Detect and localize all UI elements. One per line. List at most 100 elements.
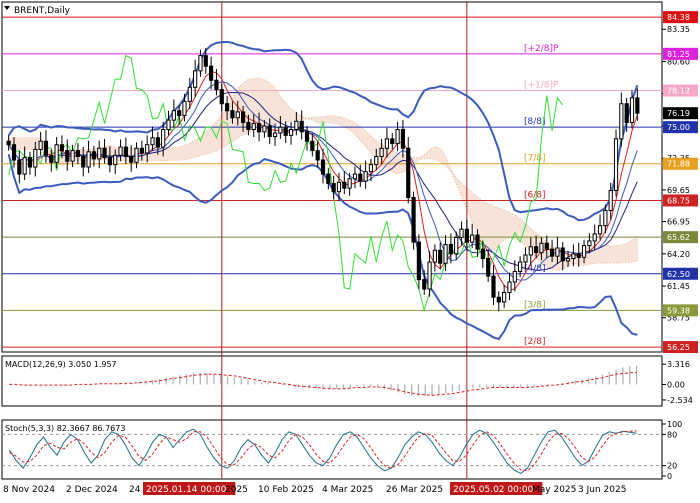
candle-body — [75, 150, 81, 157]
candle-body — [283, 126, 288, 136]
candle-body — [597, 225, 603, 235]
x-axis-label: 2 Dec 2024 — [66, 485, 118, 495]
candle-body — [6, 140, 11, 146]
symbol-dropdown-icon[interactable] — [4, 6, 10, 10]
candle-body — [17, 159, 22, 175]
candle-body — [523, 254, 528, 263]
candle-body — [320, 159, 326, 175]
candle-body — [491, 275, 496, 298]
price-axis-tick-label: 80.60 — [667, 57, 690, 66]
price-level-tag — [663, 231, 698, 244]
x-axis-label: 24 — [129, 485, 141, 495]
ichimoku-lagging-line — [8, 54, 564, 312]
candle-body — [549, 248, 555, 257]
candle-body — [368, 164, 374, 173]
candle-body — [422, 279, 427, 290]
candle-body — [518, 261, 523, 272]
price-level-tag — [663, 11, 698, 24]
candle-body — [416, 241, 421, 281]
stoch-axis-tick-label: 20 — [667, 462, 677, 471]
candle-body — [193, 70, 198, 88]
macd-axis-tick-label: 0.00 — [667, 380, 685, 389]
price-panel-frame — [1, 1, 663, 353]
candle-body — [571, 253, 576, 260]
candle-body — [560, 247, 565, 262]
x-axis-label: 2025 — [225, 485, 248, 495]
x-axis-date-tag-label: 2025.05.02 00:00 — [453, 485, 534, 495]
murrey-level-label: [3/8] — [524, 300, 546, 310]
price-level-tag-label: 78.12 — [667, 87, 690, 96]
candle-body — [70, 150, 75, 162]
candle-body — [214, 79, 219, 91]
candle-body — [155, 137, 160, 148]
candle-body — [379, 147, 384, 157]
candle-body — [272, 132, 278, 138]
price-level-tag — [663, 267, 698, 280]
candle-body — [592, 233, 597, 242]
macd-axis-tick-label: 3.316 — [667, 360, 690, 369]
candle-body — [565, 258, 571, 262]
candle-body — [411, 197, 416, 243]
x-axis-label: 4 Mar 2025 — [322, 485, 373, 495]
candle-body — [315, 150, 320, 161]
candle-body — [139, 147, 144, 154]
candle-body — [113, 154, 118, 166]
candle-body — [299, 120, 304, 133]
candle-body — [480, 248, 485, 260]
candle-body — [107, 157, 112, 166]
candle-body — [374, 155, 379, 166]
candle-body — [38, 140, 43, 150]
x-axis-label: 26 Mar 2025 — [386, 485, 443, 495]
candle-body — [438, 249, 443, 264]
stoch-k-line — [8, 428, 637, 474]
candle-body — [475, 234, 480, 250]
candle-body — [507, 281, 512, 294]
price-axis-tick-label: 83.35 — [667, 25, 690, 34]
candle-body — [496, 296, 501, 303]
macd-axis-tick-label: -2.534 — [667, 396, 693, 405]
x-axis-label: 10 Feb 2025 — [258, 485, 314, 495]
price-axis-tick-label: 69.65 — [667, 186, 690, 195]
candle-body — [97, 147, 102, 160]
price-level-tag-label: 56.25 — [667, 343, 690, 352]
candle-body — [49, 154, 54, 163]
candle-body — [145, 144, 150, 154]
candle-body — [400, 128, 406, 149]
macd-panel-frame — [1, 355, 663, 407]
murrey-level-label: [8/8] — [524, 117, 546, 127]
candle-body — [171, 110, 176, 121]
candle-body — [576, 253, 581, 258]
candle-body — [166, 119, 171, 130]
candle-body — [59, 144, 65, 152]
candle-body — [390, 138, 395, 145]
candle-body — [278, 126, 283, 134]
candle-body — [65, 150, 70, 162]
candle-body — [256, 123, 262, 133]
candle-body — [331, 182, 336, 193]
candle-body — [544, 242, 549, 250]
candle-body — [129, 155, 134, 163]
candle-body — [33, 148, 38, 168]
x-axis-date-tag — [450, 482, 543, 495]
candle-body — [267, 125, 272, 138]
candle-body — [219, 89, 224, 105]
candle-body — [358, 173, 363, 182]
candle-body — [608, 189, 613, 211]
price-level-tag-label: 59.38 — [667, 306, 690, 315]
candle-body — [198, 55, 203, 72]
candle-body — [624, 103, 629, 123]
candle-body — [635, 97, 640, 114]
candle-body — [288, 128, 294, 136]
price-level-tag-label: 75.00 — [667, 123, 690, 132]
candle-body — [43, 140, 49, 156]
x-axis-label: 3 Jun 2025 — [578, 485, 626, 495]
candle-body — [118, 146, 123, 156]
candle-body — [161, 128, 166, 148]
candle-body — [406, 147, 411, 199]
candle-body — [240, 111, 246, 123]
candle-body — [486, 258, 491, 277]
candle-body — [294, 120, 299, 130]
candle-body — [347, 178, 352, 189]
